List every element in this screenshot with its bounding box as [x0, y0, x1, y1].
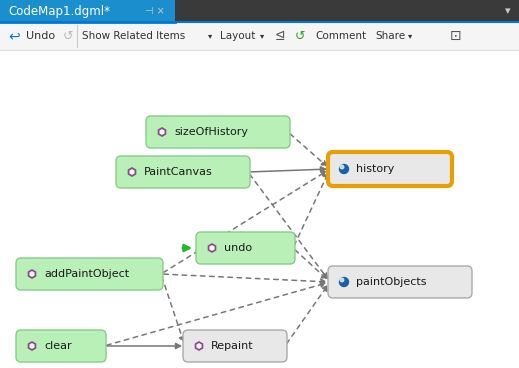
Text: ↺: ↺ — [63, 29, 74, 42]
Polygon shape — [29, 342, 36, 350]
Text: sizeOfHistory: sizeOfHistory — [174, 127, 248, 137]
Text: ▾: ▾ — [260, 32, 264, 40]
Text: Comment: Comment — [315, 31, 366, 41]
Text: ⊡: ⊡ — [450, 29, 461, 43]
Polygon shape — [128, 168, 135, 176]
Circle shape — [339, 164, 348, 173]
FancyBboxPatch shape — [0, 0, 175, 22]
Polygon shape — [197, 344, 201, 348]
Circle shape — [340, 278, 344, 282]
Circle shape — [340, 165, 344, 169]
Polygon shape — [195, 342, 202, 350]
Text: Show Related Items: Show Related Items — [82, 31, 185, 41]
Text: clear: clear — [44, 341, 72, 351]
Text: ↺: ↺ — [295, 29, 306, 42]
Polygon shape — [160, 130, 164, 134]
Polygon shape — [130, 170, 134, 174]
FancyBboxPatch shape — [183, 330, 287, 362]
Text: ⊣ ×: ⊣ × — [145, 6, 165, 16]
Polygon shape — [210, 246, 214, 250]
Text: history: history — [356, 164, 394, 174]
Polygon shape — [30, 272, 34, 276]
Text: Layout: Layout — [220, 31, 255, 41]
Polygon shape — [30, 344, 34, 348]
Text: ▾: ▾ — [505, 6, 511, 16]
Text: Share: Share — [375, 31, 405, 41]
Text: ▾: ▾ — [208, 32, 212, 40]
Text: ↩: ↩ — [8, 29, 20, 43]
FancyBboxPatch shape — [196, 232, 295, 264]
Text: PaintCanvas: PaintCanvas — [144, 167, 213, 177]
Text: CodeMap1.dgml*: CodeMap1.dgml* — [8, 4, 110, 18]
Polygon shape — [208, 244, 215, 252]
Polygon shape — [29, 270, 36, 278]
FancyBboxPatch shape — [175, 0, 519, 22]
FancyBboxPatch shape — [16, 258, 163, 290]
Text: Undo: Undo — [26, 31, 55, 41]
FancyBboxPatch shape — [0, 50, 519, 368]
Text: addPaintObject: addPaintObject — [44, 269, 129, 279]
Text: ▾: ▾ — [408, 32, 412, 40]
FancyBboxPatch shape — [146, 116, 290, 148]
Polygon shape — [158, 128, 166, 136]
Text: paintObjects: paintObjects — [356, 277, 427, 287]
Text: Repaint: Repaint — [211, 341, 254, 351]
FancyBboxPatch shape — [328, 266, 472, 298]
FancyBboxPatch shape — [16, 330, 106, 362]
Text: undo: undo — [224, 243, 252, 253]
FancyBboxPatch shape — [328, 152, 452, 186]
Text: ⊴: ⊴ — [275, 29, 285, 42]
FancyBboxPatch shape — [116, 156, 250, 188]
FancyBboxPatch shape — [0, 22, 519, 50]
Circle shape — [339, 277, 348, 287]
